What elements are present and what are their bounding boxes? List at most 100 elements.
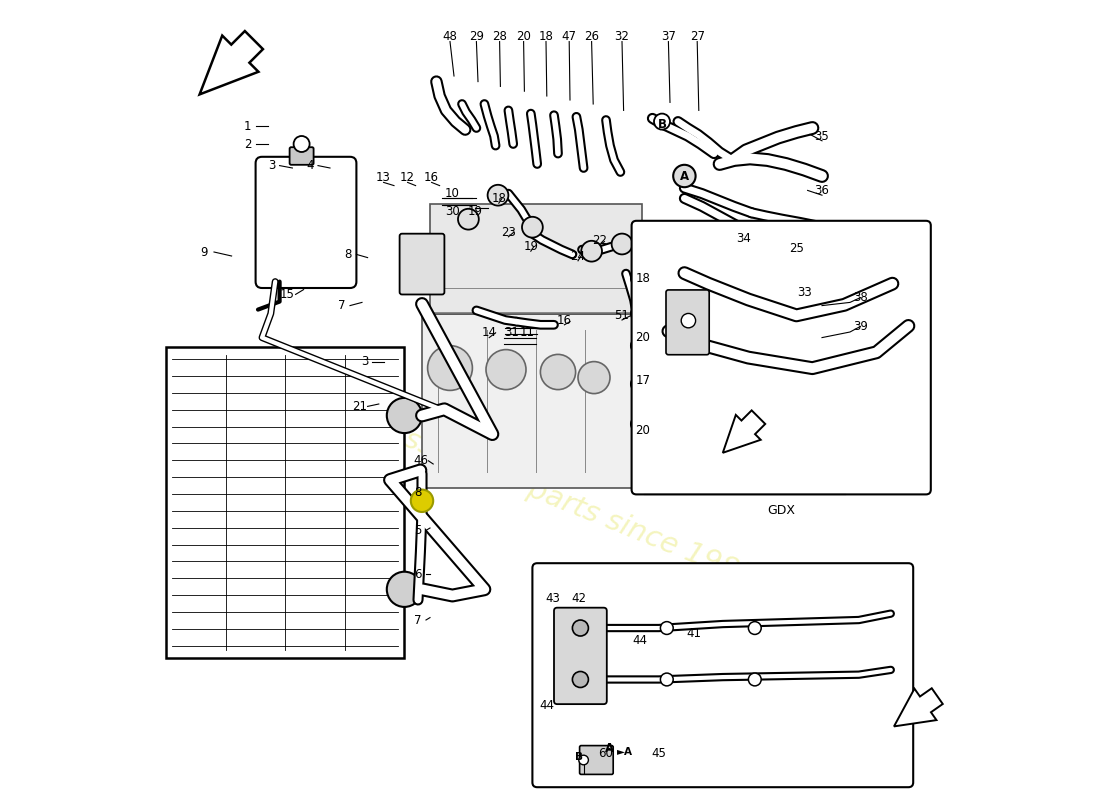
Polygon shape [723,410,766,453]
Circle shape [540,354,575,390]
Circle shape [681,314,695,328]
FancyBboxPatch shape [631,221,931,494]
Text: 8: 8 [415,486,421,498]
Circle shape [581,241,602,262]
Text: B: B [575,752,583,762]
Text: 18: 18 [636,272,650,285]
Text: 35: 35 [815,130,829,142]
Text: 42: 42 [571,592,586,605]
FancyBboxPatch shape [166,347,405,658]
Circle shape [660,622,673,634]
Text: A: A [605,742,614,755]
Text: B: B [658,118,667,130]
Circle shape [522,217,542,238]
Circle shape [578,362,610,394]
Text: 39: 39 [852,320,868,333]
Circle shape [572,671,588,687]
Text: 7: 7 [415,614,421,626]
Text: 15: 15 [280,288,295,301]
Text: 20: 20 [636,424,650,437]
Text: 11: 11 [520,326,535,339]
FancyBboxPatch shape [666,290,710,354]
Text: 10: 10 [446,187,460,200]
Circle shape [487,185,508,206]
FancyBboxPatch shape [289,147,314,165]
Text: 26: 26 [584,30,600,42]
Text: a passion for parts since 1985: a passion for parts since 1985 [341,401,759,591]
Polygon shape [894,688,943,726]
Text: 38: 38 [852,291,868,304]
Text: 33: 33 [798,286,812,299]
FancyBboxPatch shape [532,563,913,787]
Text: A: A [680,170,689,182]
Circle shape [387,398,422,433]
Text: 34: 34 [736,232,751,245]
Text: 9: 9 [200,246,208,258]
Text: 48: 48 [442,30,458,42]
FancyBboxPatch shape [580,746,613,774]
Text: 20: 20 [516,30,531,42]
Text: 44: 44 [632,634,647,646]
Circle shape [630,270,648,287]
Text: 31: 31 [504,326,519,339]
Circle shape [486,350,526,390]
Circle shape [660,673,673,686]
Circle shape [630,415,648,433]
FancyBboxPatch shape [422,314,650,488]
Text: 12: 12 [400,171,415,184]
Circle shape [572,620,588,636]
Text: 21: 21 [352,400,367,413]
Text: 28: 28 [492,30,507,42]
Circle shape [748,622,761,634]
Text: 24: 24 [571,250,585,262]
Circle shape [673,165,695,187]
Circle shape [579,755,588,765]
Text: 46: 46 [412,454,428,467]
Text: 16: 16 [557,314,572,326]
Circle shape [630,305,648,322]
FancyBboxPatch shape [255,157,356,288]
Text: 5: 5 [415,524,421,537]
Circle shape [630,375,648,393]
Text: 19: 19 [468,205,482,218]
Text: 41: 41 [686,627,702,640]
Text: 43: 43 [546,592,561,605]
FancyBboxPatch shape [430,203,642,314]
Text: 23: 23 [500,226,516,238]
Circle shape [387,572,422,607]
Text: 60: 60 [598,747,614,760]
FancyBboxPatch shape [554,608,607,704]
Text: 22: 22 [592,234,607,246]
Circle shape [428,346,472,390]
Text: 25: 25 [789,242,804,254]
Text: 1: 1 [244,120,251,133]
Text: 37: 37 [661,30,675,42]
Text: 29: 29 [469,30,484,42]
Text: 27: 27 [690,30,705,42]
Text: ►A: ►A [617,747,634,757]
Text: 18: 18 [539,30,553,42]
Text: 17: 17 [636,374,650,387]
Polygon shape [199,31,263,94]
Text: GDX: GDX [767,504,795,517]
Text: 2: 2 [244,138,251,150]
Circle shape [294,136,309,152]
Text: 3: 3 [361,355,368,368]
Text: 32: 32 [615,30,629,42]
Text: 51: 51 [615,309,629,322]
Circle shape [410,490,433,512]
Text: 7: 7 [339,299,345,312]
Text: 3: 3 [268,159,275,172]
Text: 36: 36 [815,184,829,197]
Text: 30: 30 [446,205,460,218]
Text: 8: 8 [344,248,352,261]
Circle shape [612,234,632,254]
Text: 18: 18 [492,192,506,205]
Text: 44: 44 [539,699,554,712]
FancyBboxPatch shape [399,234,444,294]
Text: 4: 4 [306,159,313,172]
Circle shape [458,209,478,230]
Text: 19: 19 [524,240,538,253]
Text: 14: 14 [482,326,497,339]
Text: 47: 47 [562,30,576,42]
